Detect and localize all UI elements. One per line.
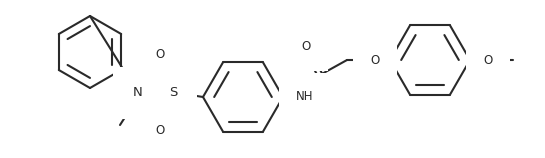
Text: O: O: [301, 40, 311, 54]
Text: N: N: [133, 86, 143, 100]
Text: O: O: [371, 54, 380, 67]
Text: O: O: [155, 49, 165, 61]
Text: NH: NH: [296, 91, 314, 103]
Text: S: S: [169, 86, 177, 100]
Text: O: O: [155, 125, 165, 137]
Text: O: O: [483, 54, 493, 67]
